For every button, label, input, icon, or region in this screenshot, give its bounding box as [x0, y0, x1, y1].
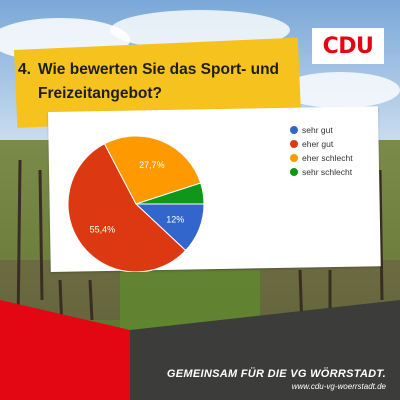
- pie-data-label: 12%: [166, 215, 184, 225]
- legend-marker: [290, 126, 298, 134]
- pie-slice-eher-schlecht: [103, 135, 202, 205]
- legend-label: eher schlecht: [302, 153, 353, 163]
- legend-label: eher gut: [302, 139, 334, 149]
- logo-text: CDU: [322, 33, 374, 59]
- pie-slice-eher-gut: [67, 143, 187, 272]
- footer-slogan: GEMEINSAM FÜR DIE VG WÖRRSTADT.: [166, 368, 386, 380]
- question-title: Wie bewerten Sie das Sport- und Freizeit…: [38, 61, 280, 102]
- pie-slice-sehr-schlecht: [135, 182, 205, 205]
- pie-data-label: 55,4%: [90, 225, 116, 235]
- question-number: 4.: [18, 61, 31, 78]
- legend-marker: [290, 168, 298, 176]
- legend-marker: [290, 154, 298, 162]
- pie-chart: 12% 55,4% 27,7% sehr gut eher gut eher schlec…: [67, 125, 353, 272]
- legend-label: sehr gut: [302, 125, 333, 135]
- cdu-logo: CDU: [312, 28, 384, 64]
- pie-data-label: 27,7%: [139, 160, 165, 170]
- footer-url: www.cdu-vg-woerrstadt.de: [291, 382, 386, 391]
- legend-label: sehr schlecht: [302, 167, 353, 177]
- legend-marker: [290, 140, 298, 148]
